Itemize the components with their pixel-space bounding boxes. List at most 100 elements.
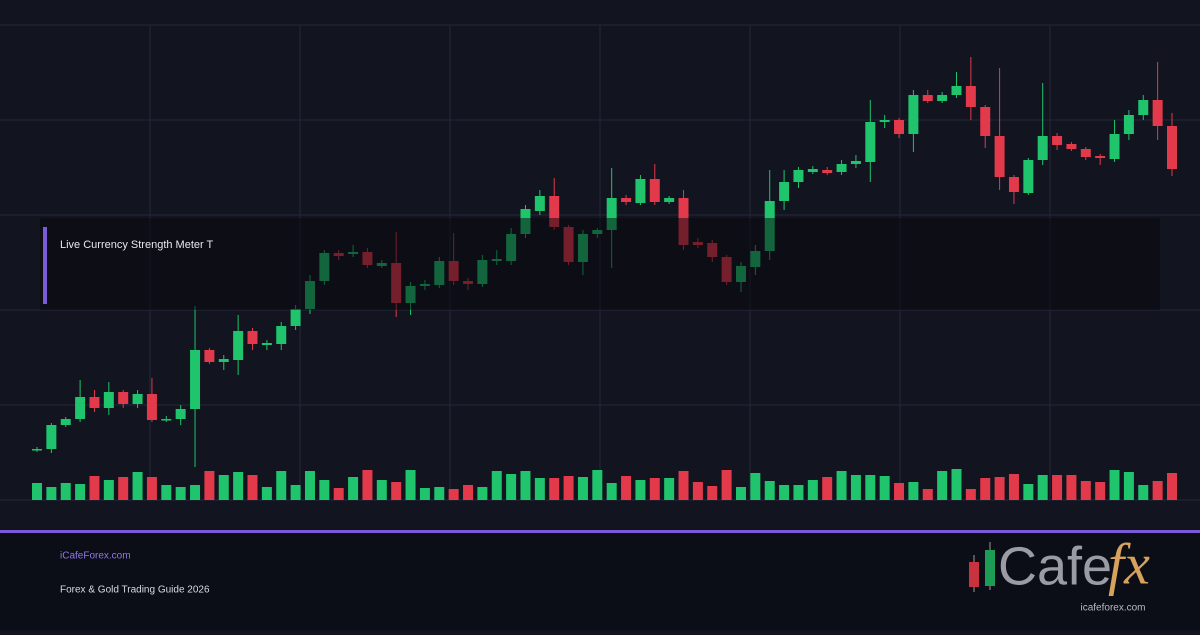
candle-body: [89, 397, 100, 408]
volume-bar: [89, 476, 100, 500]
volume-bar: [233, 472, 244, 500]
candle-body: [779, 182, 790, 201]
logo-icon: [985, 550, 995, 586]
volume-bar: [319, 480, 330, 500]
candle-body: [175, 409, 186, 419]
volume-bar: [563, 476, 574, 500]
volume-bar: [190, 485, 201, 500]
volume-bar: [103, 480, 114, 500]
candle-body: [1080, 149, 1091, 157]
candle-body: [190, 350, 201, 409]
volume-bar: [1052, 475, 1063, 500]
volume-bar: [434, 487, 445, 500]
candle-body: [922, 95, 933, 101]
candle-body: [850, 161, 861, 164]
volume-bar: [649, 478, 660, 500]
candle-body: [1123, 115, 1134, 134]
overlay-accent: [43, 227, 47, 304]
candle-body: [549, 196, 560, 227]
candle-body: [1008, 177, 1019, 192]
candle-body: [994, 136, 1005, 177]
volume-bar: [32, 483, 42, 500]
candle-body: [635, 179, 646, 203]
volume-bar: [664, 478, 675, 500]
volume-bar: [290, 485, 301, 500]
volume-bar: [592, 470, 603, 500]
volume-bar: [1023, 484, 1034, 500]
logo-url: icafeforex.com: [1080, 603, 1145, 614]
volume-bar: [491, 471, 502, 500]
volume-bar: [304, 471, 315, 500]
candle-body: [822, 170, 833, 173]
volume-bar: [261, 487, 272, 500]
volume-bar: [764, 481, 775, 500]
candle-body: [621, 198, 632, 202]
overlay-title: Live Currency Strength Meter T: [60, 239, 214, 251]
volume-bar: [606, 483, 617, 500]
volume-bar: [577, 477, 588, 500]
volume-bar: [204, 471, 215, 500]
volume-bar: [1066, 475, 1077, 500]
candle-body: [894, 120, 905, 134]
volume-bar: [908, 482, 919, 500]
candle-body: [118, 392, 129, 404]
candle-body: [146, 394, 157, 420]
candle-body: [664, 198, 675, 202]
volume-bar: [477, 487, 488, 500]
candle-body: [32, 449, 42, 451]
volume-bar: [419, 488, 430, 500]
volume-bar: [549, 478, 560, 500]
candle-body: [908, 95, 919, 134]
candle-body: [1109, 134, 1120, 159]
candle-body: [103, 392, 114, 408]
logo: Cafe fx icafeforex.com: [969, 531, 1150, 614]
candle-body: [807, 169, 818, 172]
volume-bar: [118, 477, 129, 500]
volume-bar: [75, 484, 86, 500]
candle-body: [218, 359, 229, 362]
volume-bar: [1138, 485, 1149, 500]
candle-body: [1023, 160, 1034, 193]
candle-body: [879, 120, 890, 122]
volume-bar: [822, 477, 833, 500]
volume-bar: [506, 474, 517, 500]
candle-body: [1052, 136, 1063, 145]
logo-accent: fx: [1108, 531, 1150, 596]
candle-body: [534, 196, 545, 211]
candle-body: [1138, 100, 1149, 115]
volume-bar: [678, 471, 689, 500]
volume-bar: [146, 477, 157, 500]
volume-bar: [807, 480, 818, 500]
candle-body: [75, 397, 86, 419]
volume-bar: [391, 482, 402, 500]
footer-subtitle: Forex & Gold Trading Guide 2026: [60, 585, 210, 596]
logo-text: Cafe: [998, 536, 1112, 596]
candle-body: [1152, 100, 1163, 126]
volume-bar: [707, 486, 718, 500]
volume-bar: [463, 485, 474, 500]
volume-bar: [333, 488, 344, 500]
volume-bar: [951, 469, 962, 500]
candle-body: [836, 164, 847, 172]
volume-bar: [1080, 481, 1091, 500]
candle-body: [937, 95, 948, 101]
volume-bar: [1167, 473, 1177, 500]
volume-bar: [635, 480, 646, 500]
volume-bar: [750, 473, 761, 500]
volume-bar: [534, 478, 545, 500]
candle-body: [132, 394, 143, 404]
candle-body: [161, 419, 172, 421]
volume-bar: [218, 475, 229, 500]
footer-background: [0, 533, 1200, 630]
volume-bar: [362, 470, 373, 500]
volume-bar: [376, 480, 387, 500]
volume-bar: [965, 489, 976, 500]
volume-bar: [247, 475, 258, 500]
candle-body: [247, 331, 258, 344]
candle-body: [290, 309, 301, 326]
volume-bar: [1152, 481, 1163, 500]
volume-bar: [980, 478, 991, 500]
volume-bar: [692, 482, 703, 500]
candle-body: [1167, 126, 1177, 169]
